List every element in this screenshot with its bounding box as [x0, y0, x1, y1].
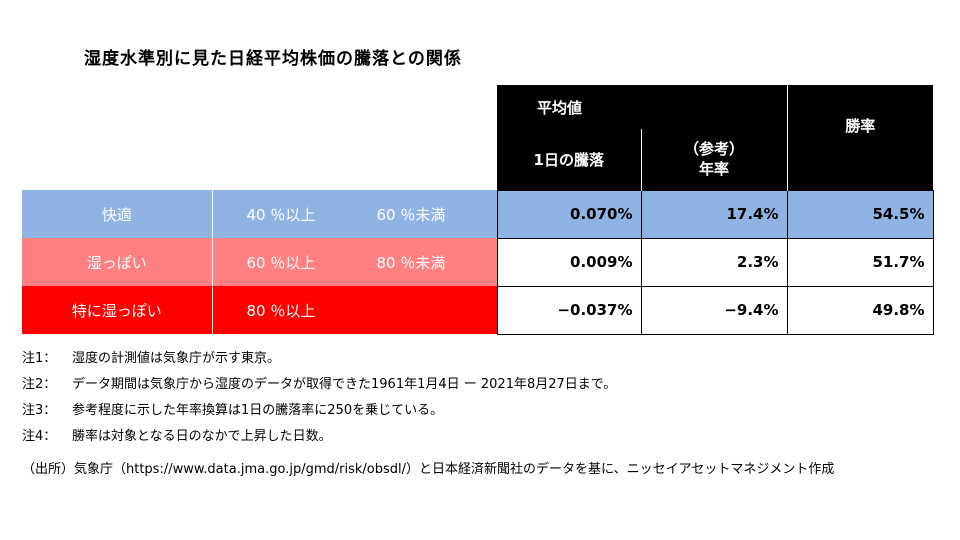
note-text: 勝率は対象となる日のなかで上昇した日数。 — [72, 429, 332, 444]
header-blank — [22, 85, 497, 129]
category-cell: 湿っぽい — [22, 238, 213, 286]
header-blank-2 — [22, 129, 497, 190]
note-item: 注3： 参考程度に示した年率換算は1日の騰落率に250を乗じている。 — [22, 398, 616, 424]
note-item: 注2： データ期間は気象庁から湿度のデータが取得できた1961年1月4日 ー 20… — [22, 372, 616, 398]
range-lower: 60 ％以上 — [246, 253, 316, 272]
win-cell: 51.7% — [786, 237, 934, 287]
header-annual-line2: 年率 — [698, 160, 729, 179]
humidity-table: 平均値 勝率 1日の騰落 （参考） 年率 快適 40 ％以上 60 ％未満 0.0… — [22, 85, 934, 335]
note-key: 注4： — [22, 429, 57, 444]
note-text: 参考程度に示した年率換算は1日の騰落率に250を乗じている。 — [72, 403, 444, 418]
range-upper: 60 ％未満 — [376, 205, 446, 224]
category-cell: 特に湿っぽい — [22, 286, 213, 334]
annual-cell: 2.3% — [640, 237, 788, 287]
header-win-rate: 勝率 — [786, 85, 933, 190]
range-cell: 40 ％以上 60 ％未満 — [212, 190, 497, 238]
daily-cell: 0.009% — [496, 237, 642, 287]
header-daily: 1日の騰落 — [497, 129, 641, 190]
table-row: 特に湿っぽい 80 ％以上 −0.037% −9.4% 49.8% — [22, 285, 934, 335]
range-cell: 80 ％以上 — [212, 286, 497, 334]
annual-cell: −9.4% — [640, 285, 788, 335]
header-annual-line1: （参考） — [683, 140, 744, 159]
daily-cell: −0.037% — [496, 285, 642, 335]
table-row: 快適 40 ％以上 60 ％未満 0.070% 17.4% 54.5% — [22, 189, 934, 239]
source-note: （出所）気象庁（https://www.data.jma.go.jp/gmd/r… — [22, 462, 835, 477]
header-average: 平均値 — [497, 85, 787, 129]
note-key: 注2： — [22, 377, 57, 392]
note-key: 注1： — [22, 351, 57, 366]
note-text: データ期間は気象庁から湿度のデータが取得できた1961年1月4日 ー 2021年… — [72, 377, 617, 392]
win-cell: 49.8% — [786, 285, 934, 335]
win-cell: 54.5% — [786, 189, 934, 239]
daily-cell: 0.070% — [496, 189, 642, 239]
table-row: 湿っぽい 60 ％以上 80 ％未満 0.009% 2.3% 51.7% — [22, 237, 934, 287]
note-text: 湿度の計測値は気象庁が示す東京。 — [72, 351, 281, 366]
category-cell: 快適 — [22, 190, 213, 238]
page-title: 湿度水準別に見た日経平均株価の騰落との関係 — [84, 49, 462, 69]
notes: 注1： 湿度の計測値は気象庁が示す東京。 注2： データ期間は気象庁から湿度のデータ… — [22, 346, 616, 450]
header-annual: （参考） 年率 — [640, 129, 787, 190]
range-lower: 80 ％以上 — [246, 301, 316, 320]
annual-cell: 17.4% — [640, 189, 788, 239]
note-item: 注1： 湿度の計測値は気象庁が示す東京。 — [22, 346, 616, 372]
note-key: 注3： — [22, 403, 57, 418]
range-upper: 80 ％未満 — [376, 253, 446, 272]
note-item: 注4： 勝率は対象となる日のなかで上昇した日数。 — [22, 424, 616, 450]
range-lower: 40 ％以上 — [246, 205, 316, 224]
range-cell: 60 ％以上 80 ％未満 — [212, 238, 497, 286]
